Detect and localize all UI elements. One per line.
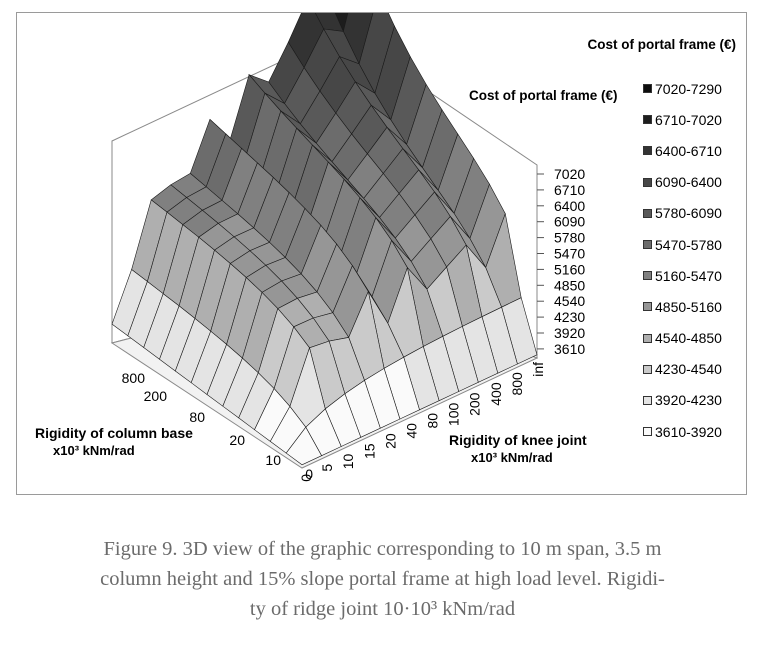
x-axis-title: Rigidity of knee joint [449, 432, 587, 448]
y-axis-title-block: Rigidity of column base x10³ kNm/rad [35, 424, 193, 460]
y-tick-label: 0 [305, 466, 313, 482]
z-tick-label: 7020 [554, 166, 585, 182]
legend-label: 7020-7290 [655, 80, 722, 97]
surface-patch [334, 13, 349, 33]
legend-label: 6710-7020 [655, 111, 722, 128]
caption-line-2: column height and 15% slope portal frame… [100, 568, 665, 590]
z-tick-label: 3610 [554, 341, 585, 357]
x-axis-ticks: 05 10 15 20 40 80 100 200 400 800 inf [298, 362, 546, 482]
legend-item: 6400-6710 [643, 135, 722, 166]
legend-label: 6400-6710 [655, 142, 722, 159]
z-axis-title: Cost of portal frame (€) [469, 88, 618, 103]
legend-item: 6090-6400 [643, 167, 722, 198]
legend-title: Cost of portal frame (€) [587, 37, 736, 52]
legend-swatch [643, 240, 652, 250]
x-axis-title-block: Rigidity of knee joint x10³ kNm/rad [449, 431, 587, 467]
legend-label: 4540-4850 [655, 330, 722, 347]
legend-item: 4230-4540 [643, 354, 722, 385]
x-tick-label: 40 [403, 423, 419, 439]
z-tick-label: 5780 [554, 230, 585, 246]
y-tick-label: 10 [265, 452, 281, 468]
y-tick-label: 200 [144, 388, 168, 404]
figure-caption: Figure 9. 3D view of the graphic corresp… [0, 534, 765, 624]
z-tick-label: 4230 [554, 309, 585, 325]
legend-label: 6090-6400 [655, 174, 722, 191]
legend-swatch [643, 427, 652, 437]
z-tick-label: 4850 [554, 277, 585, 293]
x-tick-label: 100 [446, 403, 462, 427]
x-tick-label: 20 [382, 433, 398, 449]
x-tick-label: 400 [488, 382, 504, 406]
legend-swatch [643, 146, 652, 156]
legend-item: 5470-5780 [643, 229, 722, 260]
legend-label: 4850-5160 [655, 298, 722, 315]
legend-item: 7020-7290 [643, 73, 722, 104]
y-tick-label: 20 [229, 432, 245, 448]
surface-patch [285, 426, 323, 466]
z-axis-ticks: 7020671064006090578054705160485045404230… [537, 166, 585, 357]
y-tick-label: 80 [189, 409, 205, 425]
z-tick-label: 6400 [554, 198, 585, 214]
legend-label: 5780-6090 [655, 205, 722, 222]
legend-label: 3610-3920 [655, 423, 722, 440]
z-tick-label: 4540 [554, 293, 585, 309]
legend-label: 5470-5780 [655, 236, 722, 253]
y-axis-unit: x10³ kNm/rad [53, 443, 135, 458]
surface-plot: 7020671064006090578054705160485045404230… [110, 13, 585, 482]
legend-swatch [643, 208, 652, 218]
legend-item: 3920-4230 [643, 385, 722, 416]
x-tick-label: 200 [467, 392, 483, 416]
legend-item: 4850-5160 [643, 291, 722, 322]
legend-label: 3920-4230 [655, 392, 722, 409]
legend-swatch [643, 271, 652, 281]
legend-label: 4230-4540 [655, 361, 722, 378]
z-tick-label: 6710 [554, 182, 585, 198]
legend-swatch [643, 364, 652, 374]
legend-item: 6710-7020 [643, 104, 722, 135]
x-tick-label: 80 [425, 413, 441, 429]
x-tick-label: 5 [319, 464, 335, 472]
x-tick-label: 10 [340, 453, 356, 469]
caption-line-3: ty of ridge joint 10·10³ kNm/rad [249, 598, 516, 620]
chart-figure: 7020 6710 6400 6090 5780 5470 5160 4850 4540 4230… [16, 12, 747, 495]
legend-label: 5160-5470 [655, 267, 722, 284]
x-tick-label: 15 [361, 443, 377, 459]
x-axis-unit: x10³ kNm/rad [471, 450, 553, 465]
legend: 7020-7290 6710-7020 6400-6710 6090-6400 5780… [643, 73, 722, 447]
cost-surface [111, 13, 538, 466]
legend-swatch [643, 177, 652, 187]
y-tick-label: 800 [122, 370, 146, 386]
legend-swatch [643, 333, 652, 343]
z-tick-label: 5470 [554, 246, 585, 262]
y-axis-ticks: 0 10 20 80 200 800 [122, 370, 314, 482]
legend-swatch [643, 115, 652, 125]
z-tick-label: 6090 [554, 214, 585, 230]
legend-item: 5780-6090 [643, 198, 722, 229]
z-tick-label: 3920 [554, 325, 585, 341]
legend-swatch [643, 302, 652, 312]
legend-item: 3610-3920 [643, 416, 722, 447]
x-tick-label: inf [530, 362, 546, 377]
legend-item: 4540-4850 [643, 323, 722, 354]
caption-line-1: Figure 9. 3D view of the graphic corresp… [103, 538, 662, 560]
y-axis-title: Rigidity of column base [35, 425, 193, 441]
x-tick-label: 800 [509, 372, 525, 396]
legend-item: 5160-5470 [643, 260, 722, 291]
x-tick-label: 0 [298, 474, 314, 482]
z-tick-label: 5160 [554, 261, 585, 277]
legend-swatch [643, 84, 652, 94]
legend-swatch [643, 395, 652, 405]
